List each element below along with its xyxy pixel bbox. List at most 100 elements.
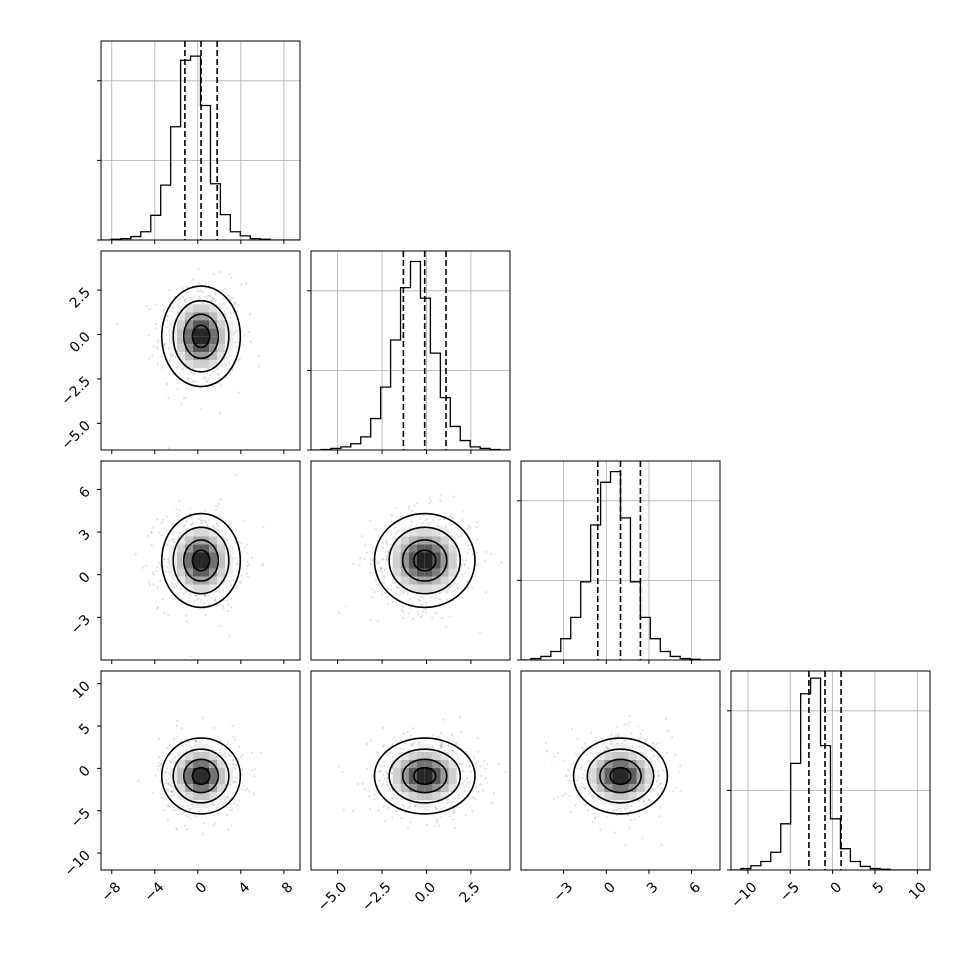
scatter-point — [390, 514, 393, 517]
scatter-point — [422, 597, 425, 600]
scatter-point — [233, 303, 236, 306]
density-cell — [185, 544, 194, 553]
scatter-point — [563, 759, 566, 763]
density-cell — [408, 560, 417, 569]
scatter-point — [369, 618, 372, 621]
scatter-point — [237, 329, 240, 332]
scatter-point — [161, 797, 164, 800]
scatter-point — [171, 790, 174, 793]
density-cell — [201, 528, 210, 537]
density-cell — [177, 760, 186, 769]
scatter-point — [229, 606, 233, 609]
scatter-point — [420, 595, 423, 598]
scatter-point — [370, 558, 373, 561]
density-cell — [416, 528, 425, 537]
scatter-point — [399, 739, 403, 742]
density-cell — [440, 760, 449, 769]
density-cell — [193, 336, 202, 345]
scatter-point — [190, 803, 193, 806]
density-cell — [416, 552, 425, 561]
scatter-point — [579, 788, 583, 791]
scatter-point — [240, 574, 244, 578]
x-tick-label: −3 — [550, 879, 576, 905]
scatter-point — [197, 597, 200, 600]
scatter-point — [188, 296, 191, 299]
scatter-point — [212, 273, 215, 276]
scatter-point — [240, 283, 243, 286]
density-cell — [408, 552, 417, 561]
scatter-point — [580, 766, 583, 769]
scatter-point — [574, 804, 577, 807]
scatter-point — [593, 818, 597, 821]
scatter-point — [236, 804, 239, 807]
density-cell — [177, 304, 186, 313]
scatter-point — [198, 810, 201, 814]
scatter-point — [628, 827, 631, 830]
scatter-point — [260, 564, 263, 567]
scatter-point — [167, 397, 170, 400]
density-cell — [201, 568, 210, 577]
scatter-point — [414, 804, 417, 808]
scatter-point — [401, 608, 404, 612]
scatter-point — [367, 789, 370, 793]
scatter-point — [215, 522, 218, 525]
scatter-point — [471, 796, 474, 799]
density-cell — [596, 792, 605, 801]
scatter-point — [565, 775, 568, 778]
scatter-point — [457, 535, 460, 539]
scatter-point — [178, 509, 181, 512]
scatter-point — [163, 342, 166, 345]
scatter-point — [207, 378, 210, 381]
scatter-point — [338, 765, 341, 768]
density-cell — [217, 304, 226, 313]
scatter-point — [630, 732, 633, 735]
scatter-point — [593, 800, 596, 803]
panel-frame — [310, 250, 511, 451]
scatter-point — [211, 297, 214, 300]
scatter-point — [462, 770, 465, 773]
scatter-point — [380, 765, 383, 768]
scatter-point — [594, 738, 597, 741]
scatter-point — [471, 587, 474, 590]
scatter-point — [210, 300, 213, 303]
scatter-point — [189, 507, 192, 510]
scatter-point — [240, 788, 243, 791]
scatter-point — [180, 740, 183, 743]
scatter-point — [210, 597, 213, 600]
density-cell — [432, 760, 441, 769]
scatter-point — [157, 764, 160, 768]
scatter-point — [492, 791, 496, 795]
scatter-point — [504, 771, 507, 774]
contour-line — [412, 549, 437, 572]
scatter-point — [389, 751, 392, 754]
density-cell — [193, 800, 202, 809]
scatter-point — [234, 474, 237, 477]
scatter-point — [157, 338, 160, 341]
scatter-point — [626, 723, 629, 726]
scatter-point — [383, 778, 387, 781]
scatter-point — [420, 604, 423, 607]
scatter-point — [176, 524, 179, 527]
scatter-point — [427, 523, 430, 526]
scatter-point — [193, 593, 196, 597]
scatter-point — [384, 770, 387, 773]
density-cell — [201, 792, 210, 801]
scatter-point — [200, 809, 203, 812]
density-cell — [392, 760, 401, 769]
density-cell — [432, 544, 441, 553]
scatter-point — [134, 553, 137, 556]
scatter-point — [168, 289, 171, 292]
scatter-point — [447, 745, 450, 748]
scatter-point — [158, 531, 161, 534]
scatter-point — [224, 287, 227, 290]
scatter-point — [653, 754, 656, 757]
scatter-point — [337, 611, 341, 615]
density-cell — [193, 568, 202, 577]
density-cell — [193, 328, 202, 337]
scatter-point — [645, 755, 648, 758]
scatter-point — [195, 594, 198, 598]
density-cell — [432, 752, 441, 761]
scatter-point — [452, 495, 455, 498]
density-cell — [424, 752, 433, 761]
scatter-point — [458, 716, 462, 719]
